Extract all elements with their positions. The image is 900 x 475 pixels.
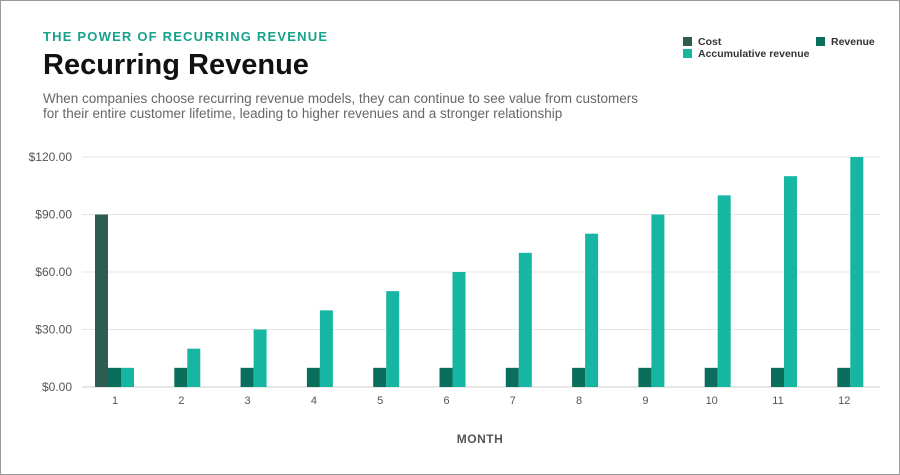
legend-item-cost: Cost bbox=[683, 36, 721, 48]
bar-accumulative-revenue-month-7 bbox=[518, 252, 532, 387]
bar-revenue-month-8 bbox=[572, 367, 586, 387]
bar-accumulative-revenue-month-1 bbox=[121, 367, 134, 387]
x-tick-label: 8 bbox=[576, 395, 582, 407]
bar-accumulative-revenue-month-4 bbox=[319, 310, 333, 387]
bar-accumulative-revenue-month-11 bbox=[784, 176, 797, 387]
bar-revenue-month-3 bbox=[240, 367, 254, 387]
x-tick-label: 6 bbox=[443, 395, 449, 407]
legend-swatch-cost bbox=[683, 37, 692, 46]
y-axis-ticks: $0.00 $30.00 $60.00 $90.00 $120.00 bbox=[29, 150, 73, 394]
chart-bars bbox=[95, 157, 864, 387]
bar-revenue-month-11 bbox=[771, 367, 784, 387]
bar-revenue-month-4 bbox=[306, 367, 320, 387]
y-tick-label: $0.00 bbox=[42, 380, 72, 394]
x-tick-label: 2 bbox=[178, 395, 184, 407]
bar-revenue-month-10 bbox=[704, 367, 718, 387]
bar-accumulative-revenue-month-12 bbox=[850, 157, 864, 387]
x-tick-label: 7 bbox=[510, 395, 516, 407]
bar-revenue-month-1 bbox=[108, 367, 121, 387]
legend-label-revenue: Revenue bbox=[831, 36, 875, 48]
chart-eyebrow: THE POWER OF RECURRING REVENUE bbox=[43, 29, 329, 44]
x-axis-ticks: 1 2 3 4 5 6 7 8 9 10 11 12 bbox=[112, 395, 850, 407]
bar-accumulative-revenue-month-2 bbox=[187, 348, 201, 387]
bar-revenue-month-9 bbox=[638, 367, 652, 387]
bar-accumulative-revenue-month-8 bbox=[585, 233, 599, 387]
bar-revenue-month-5 bbox=[373, 367, 387, 387]
bar-accumulative-revenue-month-5 bbox=[386, 291, 400, 387]
x-tick-label: 4 bbox=[311, 395, 317, 407]
x-tick-label: 9 bbox=[642, 395, 648, 407]
y-tick-label: $30.00 bbox=[35, 323, 72, 337]
bar-accumulative-revenue-month-3 bbox=[253, 329, 267, 387]
bar-accumulative-revenue-month-10 bbox=[717, 195, 731, 387]
legend-item-accumulative-revenue: Accumulative revenue bbox=[683, 48, 809, 60]
x-tick-label: 12 bbox=[838, 395, 850, 407]
bar-cost-month-1 bbox=[95, 214, 108, 387]
bar-revenue-month-2 bbox=[174, 367, 188, 387]
bar-revenue-month-7 bbox=[505, 367, 519, 387]
chart-subtitle: When companies choose recurring revenue … bbox=[43, 91, 639, 121]
x-axis-label: MONTH bbox=[457, 432, 504, 446]
bar-accumulative-revenue-month-9 bbox=[651, 214, 665, 387]
y-tick-label: $60.00 bbox=[35, 265, 72, 279]
legend-swatch-accumulative-revenue bbox=[683, 49, 692, 58]
bar-revenue-month-6 bbox=[439, 367, 453, 387]
bar-accumulative-revenue-month-6 bbox=[452, 272, 466, 387]
x-tick-label: 3 bbox=[245, 395, 251, 407]
x-tick-label: 11 bbox=[772, 395, 783, 407]
y-tick-label: $120.00 bbox=[29, 150, 73, 164]
x-tick-label: 10 bbox=[706, 395, 718, 407]
chart-title: Recurring Revenue bbox=[43, 49, 309, 81]
legend-label-accumulative-revenue: Accumulative revenue bbox=[698, 48, 810, 60]
legend-label-cost: Cost bbox=[698, 36, 722, 48]
x-tick-label: 1 bbox=[112, 395, 118, 407]
bar-revenue-month-12 bbox=[837, 367, 851, 387]
legend-item-revenue: Revenue bbox=[816, 36, 875, 48]
y-tick-label: $90.00 bbox=[35, 208, 72, 222]
chart-gridlines bbox=[82, 156, 880, 388]
x-tick-label: 5 bbox=[377, 395, 383, 407]
legend-swatch-revenue bbox=[816, 37, 825, 46]
